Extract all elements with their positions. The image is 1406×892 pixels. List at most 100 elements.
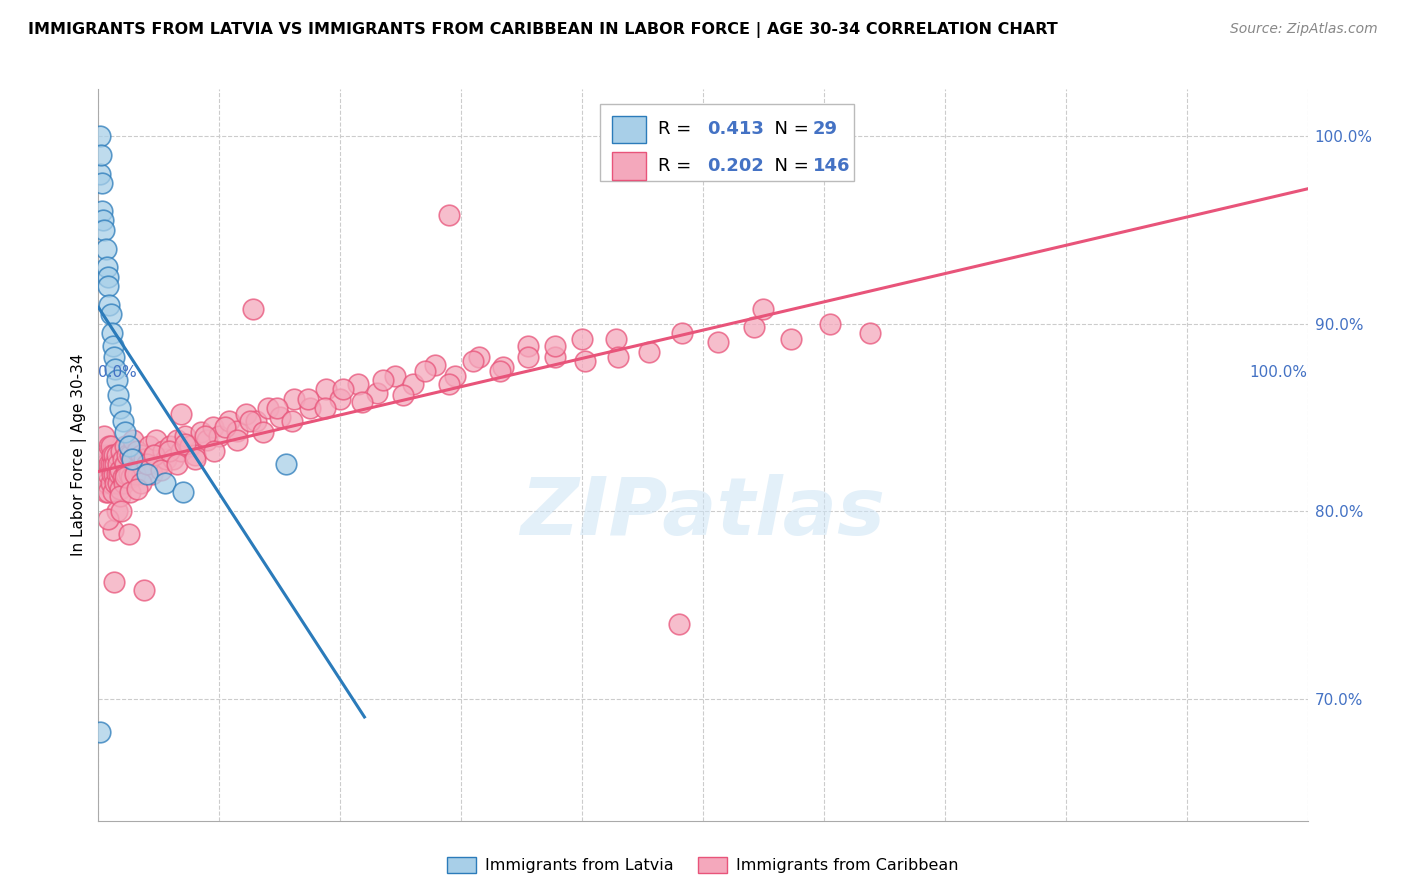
Point xyxy=(89,129,111,144)
Point xyxy=(108,489,131,503)
Point xyxy=(108,467,131,481)
Point xyxy=(152,444,174,458)
Point xyxy=(118,526,141,541)
Point xyxy=(266,401,288,415)
Point xyxy=(91,448,114,462)
Text: 0.413: 0.413 xyxy=(707,120,763,138)
Point xyxy=(166,433,188,447)
Point xyxy=(468,351,491,365)
Point xyxy=(114,425,136,440)
Point xyxy=(121,451,143,466)
Point xyxy=(114,458,136,472)
Point xyxy=(103,448,125,462)
Point xyxy=(444,369,467,384)
Point xyxy=(184,451,207,466)
Point xyxy=(516,351,538,365)
Point xyxy=(157,444,180,458)
Point xyxy=(103,351,125,365)
Point xyxy=(108,482,131,496)
Point xyxy=(166,458,188,472)
Point xyxy=(671,326,693,340)
Point xyxy=(91,476,114,491)
Point xyxy=(145,433,167,447)
Point xyxy=(96,260,118,275)
Point xyxy=(172,485,194,500)
Point xyxy=(463,354,485,368)
Point xyxy=(117,448,139,462)
Point xyxy=(384,369,406,384)
Text: 29: 29 xyxy=(813,120,838,138)
Point xyxy=(98,458,121,472)
Point xyxy=(105,467,128,481)
Point xyxy=(155,451,177,466)
Point xyxy=(179,438,201,452)
Point xyxy=(89,167,111,181)
Point xyxy=(120,470,142,484)
Point xyxy=(190,425,212,440)
Point xyxy=(108,463,131,477)
Point xyxy=(100,458,122,472)
Point xyxy=(97,279,120,293)
Point xyxy=(97,485,120,500)
Point xyxy=(96,476,118,491)
Point xyxy=(818,317,841,331)
Point xyxy=(329,392,352,406)
Point xyxy=(605,332,627,346)
Point xyxy=(184,448,207,462)
Point xyxy=(544,339,567,353)
Point xyxy=(114,438,136,452)
Point xyxy=(91,176,114,190)
Point xyxy=(111,414,134,428)
Point xyxy=(194,429,217,443)
Legend: Immigrants from Latvia, Immigrants from Caribbean: Immigrants from Latvia, Immigrants from … xyxy=(440,850,966,880)
Point xyxy=(101,485,124,500)
Point xyxy=(274,458,297,472)
Point xyxy=(150,463,173,477)
Point xyxy=(314,401,336,415)
Text: N =: N = xyxy=(763,120,815,138)
Point xyxy=(100,326,122,340)
Point xyxy=(208,429,231,443)
Point xyxy=(122,433,145,447)
Point xyxy=(143,448,166,462)
Point xyxy=(94,458,117,472)
Text: IMMIGRANTS FROM LATVIA VS IMMIGRANTS FROM CARIBBEAN IN LABOR FORCE | AGE 30-34 C: IMMIGRANTS FROM LATVIA VS IMMIGRANTS FRO… xyxy=(28,22,1057,38)
Point xyxy=(574,354,596,368)
Point xyxy=(226,424,249,438)
Point xyxy=(256,401,278,415)
Point xyxy=(124,467,146,481)
Point xyxy=(104,361,127,376)
Point xyxy=(174,429,197,443)
Point xyxy=(100,467,122,481)
Point xyxy=(97,511,120,525)
Point xyxy=(859,326,882,340)
Point xyxy=(89,725,111,739)
Point xyxy=(134,451,156,466)
Point xyxy=(214,419,236,434)
Point xyxy=(105,373,128,387)
Point xyxy=(780,332,803,346)
Point xyxy=(299,401,322,415)
Point xyxy=(437,208,460,222)
Point xyxy=(107,458,129,472)
Point xyxy=(90,458,112,472)
Point xyxy=(100,438,122,452)
Point xyxy=(111,451,134,466)
Y-axis label: In Labor Force | Age 30-34: In Labor Force | Age 30-34 xyxy=(72,353,87,557)
FancyBboxPatch shape xyxy=(600,103,855,180)
Point xyxy=(96,448,118,462)
Point xyxy=(135,458,157,472)
Point xyxy=(97,467,120,481)
Point xyxy=(174,436,197,450)
Point xyxy=(269,410,291,425)
Point xyxy=(242,301,264,316)
Point xyxy=(114,470,136,484)
Point xyxy=(91,204,114,219)
Point xyxy=(94,242,117,256)
Point xyxy=(121,451,143,466)
Point xyxy=(489,363,512,377)
Point xyxy=(131,467,153,481)
Point xyxy=(105,448,128,462)
Point xyxy=(413,363,436,377)
Point xyxy=(332,382,354,396)
